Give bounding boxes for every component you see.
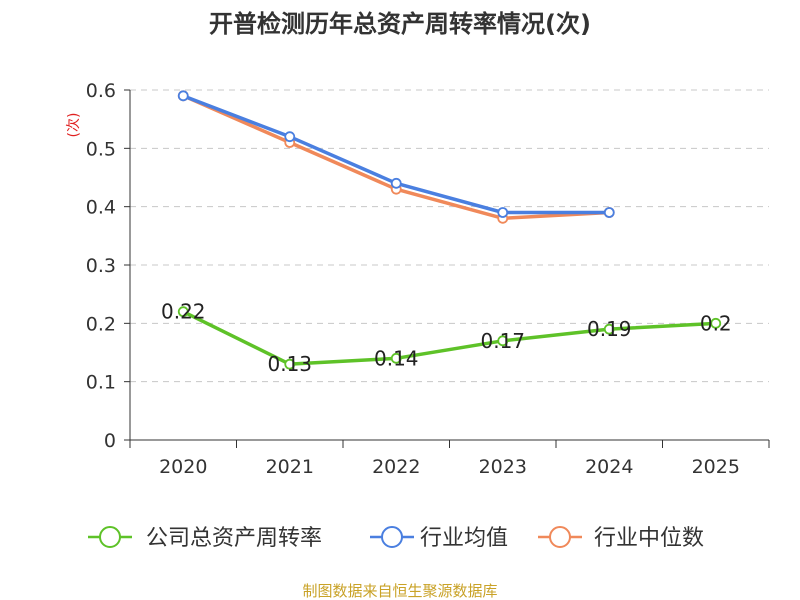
x-tick-label: 2023 <box>479 456 527 478</box>
chart-title: 开普检测历年总资产周转率情况(次) <box>209 10 591 38</box>
data-point[interactable] <box>177 306 189 318</box>
data-point[interactable] <box>284 131 296 143</box>
data-point[interactable] <box>177 90 189 102</box>
y-tick-label: 0.3 <box>86 255 116 277</box>
data-labels: 0.22 0.13 0.14 0.17 0.19 0.2 <box>161 300 732 377</box>
legend-item-1[interactable]: 行业均值 <box>370 526 508 551</box>
legend-marker-icon <box>381 526 403 548</box>
data-point[interactable] <box>710 317 722 329</box>
data-point[interactable] <box>497 207 509 218</box>
data-label: 0.17 <box>480 329 525 353</box>
data-point[interactable] <box>603 323 615 335</box>
series-2 <box>177 90 615 224</box>
data-label: 0.2 <box>700 311 732 335</box>
legend-item-0[interactable]: 公司总资产周转率 <box>88 526 322 551</box>
data-label: 0.13 <box>267 352 312 376</box>
legend[interactable]: 公司总资产周转率 行业均值 行业中位数 <box>88 526 704 551</box>
data-label: 0.22 <box>161 300 206 324</box>
legend-label: 公司总资产周转率 <box>146 526 322 551</box>
series-1 <box>177 90 615 218</box>
y-tick-label: 0.4 <box>86 197 116 219</box>
data-label: 0.14 <box>374 346 419 370</box>
legend-item-2[interactable]: 行业中位数 <box>538 526 704 551</box>
x-tick-label: 2020 <box>159 456 207 478</box>
axes: 0 0.1 0.2 0.3 0.4 0.5 0.6 2020 2021 2022 2023 2024 2… <box>86 80 770 478</box>
y-tick-label: 0.6 <box>86 80 116 102</box>
legend-marker-icon <box>99 526 121 548</box>
series-line <box>182 94 610 215</box>
series-0 <box>177 306 722 370</box>
y-axis-unit-label: (次) <box>66 113 82 138</box>
x-tick-label: 2022 <box>372 456 420 478</box>
source-note: 制图数据来自恒生聚源数据库 <box>302 582 497 600</box>
y-tick-label: 0.1 <box>86 372 116 394</box>
legend-marker-icon <box>549 526 571 548</box>
data-label: 0.19 <box>587 317 632 341</box>
legend-label: 行业均值 <box>420 526 508 551</box>
grid-lines <box>130 89 769 383</box>
legend-label: 行业中位数 <box>594 526 704 551</box>
x-tick-label: 2021 <box>266 456 314 478</box>
y-tick-label: 0.5 <box>86 138 116 160</box>
x-tick-label: 2024 <box>585 456 633 478</box>
data-point[interactable] <box>603 207 615 218</box>
data-point[interactable] <box>390 352 402 364</box>
data-point[interactable] <box>284 358 296 370</box>
y-tick-label: 0 <box>104 430 116 452</box>
series-layer <box>177 90 722 370</box>
data-point[interactable] <box>390 177 402 189</box>
series-line <box>182 94 610 221</box>
x-tick-label: 2025 <box>692 456 740 478</box>
data-point[interactable] <box>497 335 509 347</box>
y-tick-label: 0.2 <box>86 313 116 335</box>
series-line <box>182 310 716 366</box>
